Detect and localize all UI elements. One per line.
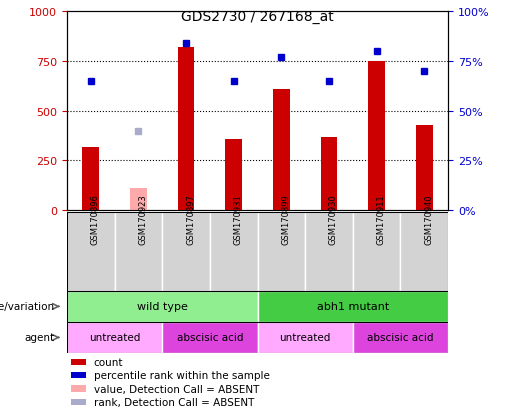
Bar: [368, 62, 385, 211]
Text: GSM170930: GSM170930: [329, 194, 338, 244]
Bar: [258, 322, 353, 353]
Bar: [67, 291, 258, 322]
Bar: [305, 213, 353, 291]
Text: GSM170899: GSM170899: [281, 194, 290, 244]
Bar: [67, 213, 114, 291]
Bar: [226, 139, 242, 211]
Bar: [353, 322, 448, 353]
Bar: [273, 90, 289, 211]
Text: GSM170911: GSM170911: [376, 194, 386, 244]
Bar: [210, 213, 258, 291]
Text: GSM170897: GSM170897: [186, 194, 195, 244]
Text: genotype/variation: genotype/variation: [0, 301, 54, 312]
Text: GSM170896: GSM170896: [91, 194, 100, 244]
Bar: [258, 213, 305, 291]
Bar: [401, 213, 448, 291]
Bar: [71, 358, 86, 365]
Text: untreated: untreated: [89, 332, 140, 343]
Text: GSM170923: GSM170923: [139, 194, 147, 244]
Text: abscisic acid: abscisic acid: [367, 332, 434, 343]
Bar: [416, 126, 433, 211]
Bar: [71, 372, 86, 379]
Text: untreated: untreated: [280, 332, 331, 343]
Text: abscisic acid: abscisic acid: [177, 332, 243, 343]
Bar: [71, 399, 86, 406]
Bar: [258, 291, 448, 322]
Bar: [162, 322, 258, 353]
Text: GSM170940: GSM170940: [424, 194, 433, 244]
Text: rank, Detection Call = ABSENT: rank, Detection Call = ABSENT: [94, 397, 254, 407]
Text: value, Detection Call = ABSENT: value, Detection Call = ABSENT: [94, 384, 259, 394]
Text: agent: agent: [24, 332, 54, 343]
Bar: [82, 147, 99, 211]
Text: wild type: wild type: [137, 301, 187, 312]
Text: abh1 mutant: abh1 mutant: [317, 301, 389, 312]
Bar: [130, 189, 147, 211]
Bar: [321, 137, 337, 211]
Bar: [114, 213, 162, 291]
Bar: [67, 322, 162, 353]
Text: percentile rank within the sample: percentile rank within the sample: [94, 370, 269, 380]
Text: GSM170931: GSM170931: [234, 194, 243, 244]
Text: count: count: [94, 357, 123, 367]
Bar: [71, 385, 86, 392]
Bar: [162, 213, 210, 291]
Bar: [353, 213, 401, 291]
Bar: [178, 48, 194, 211]
Text: GDS2730 / 267168_at: GDS2730 / 267168_at: [181, 10, 334, 24]
